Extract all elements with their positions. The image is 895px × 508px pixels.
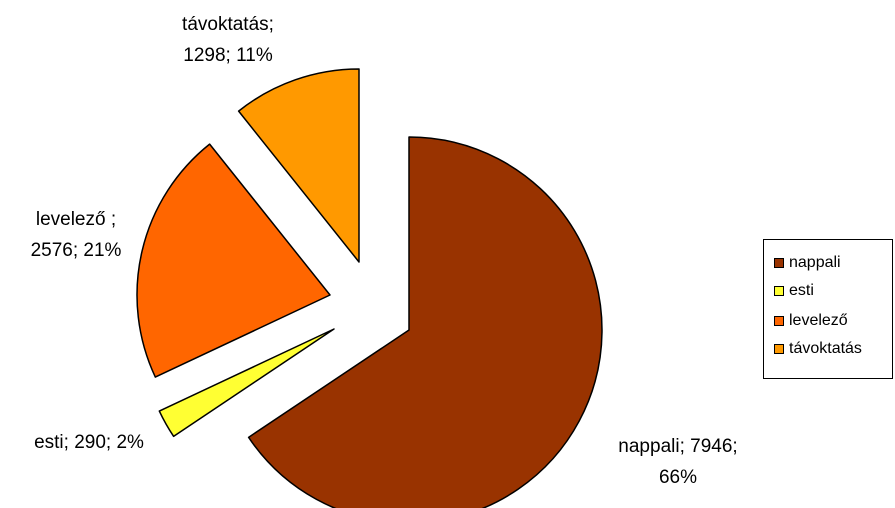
legend-swatch-levelezo	[774, 316, 784, 326]
pie-slice-0	[247, 136, 603, 508]
slice-data-label-0-line-0: nappali; 7946;	[618, 436, 737, 457]
legend-label-tavoktatas: távoktatás	[789, 340, 862, 357]
slice-data-label-2: levelező ; 2576; 21%	[31, 209, 122, 261]
slice-data-label-2-line-1: 2576; 21%	[31, 240, 122, 261]
pie-slice-1	[158, 328, 335, 438]
slice-data-label-1-line-0: esti; 290; 2%	[34, 432, 144, 453]
slice-data-label-0: nappali; 7946; 66%	[618, 436, 737, 488]
slice-data-label-3-line-1: 1298; 11%	[183, 45, 273, 66]
chart-legend: nappali esti levelező távoktatás	[763, 239, 893, 379]
legend-swatch-nappali	[774, 258, 784, 268]
legend-label-esti: esti	[789, 282, 814, 299]
legend-swatch-esti	[774, 286, 784, 296]
pie-slice-2	[136, 143, 331, 378]
legend-swatch-tavoktatas	[774, 344, 784, 354]
legend-item-tavoktatas: távoktatás	[774, 339, 862, 359]
legend-item-levelezo: levelező	[774, 311, 848, 331]
slice-data-label-1: esti; 290; 2%	[34, 432, 144, 453]
slice-data-label-3: távoktatás; 1298; 11%	[182, 14, 274, 66]
slice-data-label-0-line-1: 66%	[659, 467, 697, 488]
slice-data-label-2-line-0: levelező ;	[36, 209, 116, 230]
slice-data-label-3-line-0: távoktatás;	[182, 14, 274, 35]
pie-slice-3	[237, 68, 360, 263]
legend-item-nappali: nappali	[774, 253, 841, 273]
legend-label-levelezo: levelező	[789, 312, 848, 329]
legend-item-esti: esti	[774, 281, 814, 301]
legend-label-nappali: nappali	[789, 254, 841, 271]
